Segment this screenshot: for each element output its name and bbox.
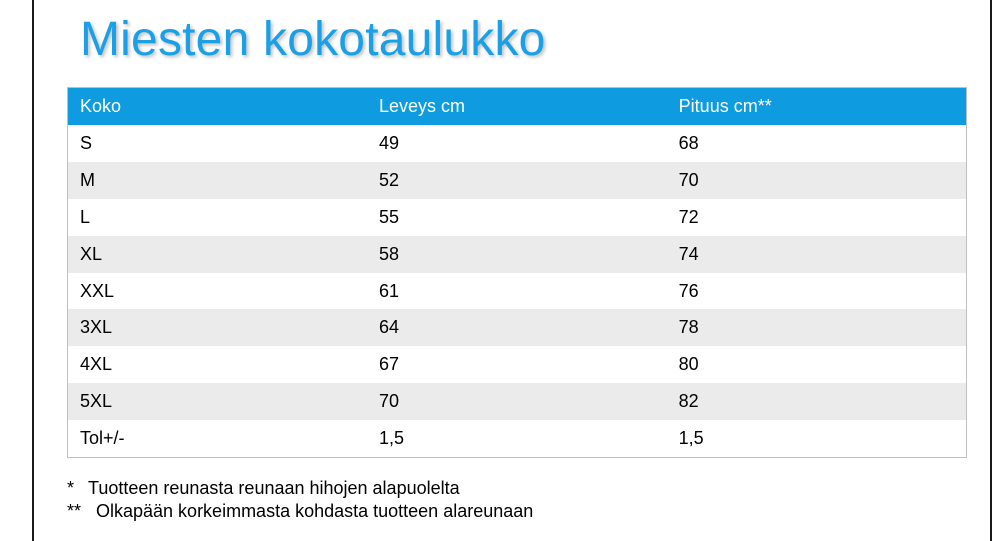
footnote-mark: ** <box>67 501 82 521</box>
length-cell: 80 <box>666 346 967 384</box>
footnote-text: Tuotteen reunasta reunaan hihojen alapuo… <box>88 478 460 498</box>
length-cell: 78 <box>666 309 967 347</box>
table-row: M 52 70 <box>67 161 967 199</box>
width-cell: 58 <box>367 235 667 273</box>
width-cell: 49 <box>367 125 667 162</box>
length-cell: 72 <box>666 198 967 236</box>
length-cell: 74 <box>666 235 967 273</box>
footnote-text: Olkapään korkeimmasta kohdasta tuotteen … <box>96 501 534 521</box>
column-header-size: Koko <box>67 87 368 125</box>
footnote-width: * Tuotteen reunasta reunaan hihojen alapu… <box>67 477 533 500</box>
length-cell: 76 <box>666 272 967 310</box>
size-cell: XXL <box>67 272 368 310</box>
table-row: Tol+/- 1,5 1,5 <box>67 420 967 458</box>
table-row: L 55 72 <box>67 198 967 236</box>
footnote-mark: * <box>67 478 75 498</box>
table-row: S 49 68 <box>67 125 967 162</box>
size-cell: L <box>67 198 368 236</box>
width-cell: 1,5 <box>367 420 667 458</box>
table-row: XXL 61 76 <box>67 272 967 310</box>
table-row: XL 58 74 <box>67 235 967 273</box>
page-left-border <box>32 0 34 541</box>
width-cell: 67 <box>367 346 667 384</box>
length-cell: 70 <box>666 161 967 199</box>
table-row: 4XL 67 80 <box>67 346 967 384</box>
length-cell: 68 <box>666 125 967 162</box>
size-cell: 5XL <box>67 383 368 421</box>
size-cell: XL <box>67 235 368 273</box>
width-cell: 64 <box>367 309 667 347</box>
size-table: Koko Leveys cm Pituus cm** S 49 68 M 52 … <box>67 87 967 459</box>
table-row: 3XL 64 78 <box>67 309 967 347</box>
width-cell: 55 <box>367 198 667 236</box>
page-title: Miesten kokotaulukko <box>80 13 546 66</box>
width-cell: 61 <box>367 272 667 310</box>
table-header-row: Koko Leveys cm Pituus cm** <box>67 87 967 125</box>
size-cell: S <box>67 125 368 162</box>
length-cell: 82 <box>666 383 967 421</box>
page-right-border <box>990 0 992 541</box>
column-header-width: Leveys cm <box>367 87 667 125</box>
size-cell: M <box>67 161 368 199</box>
size-cell: 4XL <box>67 346 368 384</box>
width-cell: 70 <box>367 383 667 421</box>
size-cell: 3XL <box>67 309 368 347</box>
size-cell: Tol+/- <box>67 420 368 458</box>
table-row: 5XL 70 82 <box>67 383 967 421</box>
column-header-length: Pituus cm** <box>666 87 967 125</box>
width-cell: 52 <box>367 161 667 199</box>
footnotes: * Tuotteen reunasta reunaan hihojen alapu… <box>67 477 533 523</box>
footnote-length: ** Olkapään korkeimmasta kohdasta tuottee… <box>67 500 533 523</box>
length-cell: 1,5 <box>666 420 967 458</box>
